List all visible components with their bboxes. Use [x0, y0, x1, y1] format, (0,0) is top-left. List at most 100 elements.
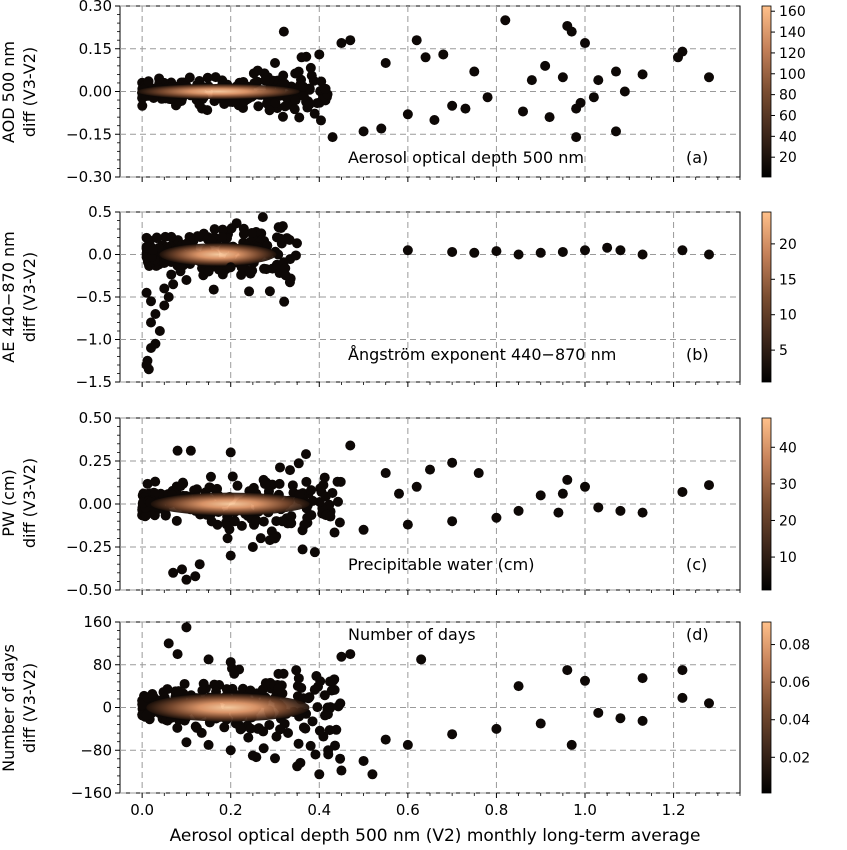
panel-d-marks	[137, 622, 714, 780]
panel-c-outlier-point	[557, 488, 568, 499]
panel-b-outlier-point	[637, 249, 648, 260]
panel-d-point	[273, 683, 284, 694]
panel-b-point	[284, 234, 295, 245]
panel-c-point	[255, 533, 266, 544]
panel-b-annotation: Ångström exponent 440−870 nm	[348, 345, 616, 364]
panel-d-point	[229, 668, 240, 679]
panel-c-outlier-point	[473, 468, 484, 479]
panel-b-ylabel-line2: diff (V3-V2)	[20, 252, 39, 342]
panel-a-colorbar: 20 40 60 80 100 120 140 160	[761, 4, 806, 178]
panel-c-outlier-point	[168, 567, 179, 578]
panel-c-outlier-point	[637, 507, 648, 518]
panel-b-point	[280, 263, 291, 274]
panel-a-point	[289, 104, 300, 115]
panel-a-colorbar-label: 100	[779, 67, 806, 83]
panel-d-density-core	[146, 693, 310, 722]
panel-b-outlier-point	[491, 246, 502, 257]
panel-b-outlier-point	[557, 246, 568, 257]
panel-b-point	[226, 223, 237, 234]
x-axis-label: Aerosol optical depth 500 nm (V2) monthl…	[170, 826, 701, 846]
panel-d-point	[147, 689, 158, 700]
panel-b-ytick-label: 0.0	[88, 246, 112, 264]
panel-d-xtick-label: 0.0	[130, 801, 154, 819]
panel-c-outlier-point	[553, 507, 564, 518]
panel-d-point	[300, 723, 311, 734]
panel-d-colorbar-label: 0.06	[779, 675, 810, 691]
panel-c-density-core	[150, 492, 310, 516]
panel-a-outlier-point	[673, 52, 683, 63]
panel-c-point	[334, 517, 345, 528]
panel-c-point	[297, 544, 308, 555]
panel-d-point	[258, 726, 269, 737]
panel-c-outlier-point	[190, 571, 201, 582]
panel-a-colorbar-label: 80	[779, 88, 797, 104]
panel-c-point	[258, 516, 269, 527]
panel-a-colorbar-label: 20	[779, 150, 797, 166]
panel-c-point	[332, 496, 343, 507]
panel-b-point	[208, 284, 219, 295]
panel-d-point	[335, 698, 346, 709]
panel-b-point	[238, 229, 249, 240]
panel-b-outlier-point	[154, 326, 165, 336]
panel-a-outlier-point	[557, 72, 568, 83]
panel-b-point	[217, 232, 228, 243]
panel-c-outlier-point	[345, 440, 356, 451]
panel-a-outlier-point	[500, 15, 511, 26]
panel-d-outlier-point	[270, 753, 280, 764]
panel-a-colorbar-label: 140	[779, 25, 806, 41]
panel-a-point	[298, 81, 309, 92]
panel-a-label: (a)	[686, 148, 708, 167]
panel-b-point	[166, 269, 177, 280]
panel-d-ytick-label: −160	[71, 784, 112, 802]
panel-c-outlier-point	[580, 481, 590, 492]
panel-c-ytick-label: 0.00	[79, 495, 112, 513]
panel-c-ylabel-line1: PW (cm)	[0, 469, 18, 536]
panel-d-outlier-point	[358, 755, 369, 766]
panel-d-point	[312, 702, 323, 713]
panel-d-outlier-point	[225, 657, 236, 668]
panel-c-point	[171, 515, 182, 526]
panel-a-outlier-point	[438, 49, 449, 60]
panel-c-ytick-label: −0.25	[66, 538, 112, 556]
panel-d-point	[221, 684, 232, 695]
panel-c-point	[160, 509, 171, 520]
panel-d-point	[237, 683, 248, 694]
panel-b-point	[264, 286, 275, 297]
panel-a-point	[260, 75, 271, 86]
panel-d-axes: −160 −80 0 80 160 0.0 0.2 0.4 0.6 0.8 1.0 1.2	[71, 613, 741, 819]
panel-a-outlier-point	[588, 92, 599, 103]
panel-c-outlier-point	[247, 542, 258, 552]
panel-d-colorbar: 0.02 0.04 0.06 0.08	[761, 621, 810, 794]
panel-a-ytick-label: 0.00	[79, 83, 112, 101]
panel-c-outlier-point	[704, 480, 714, 491]
panel-a-point	[202, 72, 213, 83]
panel-d-outlier-point	[535, 718, 546, 729]
panel-a-outlier-point	[566, 26, 577, 37]
panel-b-outlier-point	[402, 245, 413, 256]
panel-c-point	[236, 520, 247, 531]
panel-d-outlier-point	[615, 713, 626, 724]
panel-d-outlier-point	[416, 654, 427, 665]
panel-a-point	[294, 112, 305, 123]
panel-b-point	[291, 238, 302, 249]
panel-b-ytick-label: −1.5	[76, 373, 112, 391]
panel-d-point	[293, 673, 304, 684]
panel-d-outlier-point	[566, 739, 577, 750]
panel-c-point	[227, 471, 238, 482]
panel-c-point	[320, 491, 331, 502]
panel-d-outlier-point	[336, 651, 347, 662]
panel-c-point	[274, 478, 285, 489]
panel-b-colorbar: 5 10 15 20	[761, 211, 797, 383]
panel-c-point	[205, 471, 216, 482]
panel-c-colorbar-gradient	[761, 417, 772, 591]
panel-d-outlier-point	[163, 638, 174, 649]
panel-b: −1.5 −1.0 −0.5 0.0 0.5 Ångström exponent 440…	[0, 203, 797, 391]
panel-c-ytick-label: −0.50	[66, 581, 112, 599]
panel-d-outlier-point	[402, 739, 413, 750]
panel-a-outlier-point	[327, 132, 338, 143]
panel-a-axes: −0.30 −0.15 0.00 0.15 0.30	[66, 0, 741, 186]
panel-a-outlier-point	[611, 66, 621, 77]
panel-c-point	[251, 515, 262, 526]
panel-b-outlier-point	[677, 245, 688, 256]
panel-a-density-core	[137, 83, 300, 100]
